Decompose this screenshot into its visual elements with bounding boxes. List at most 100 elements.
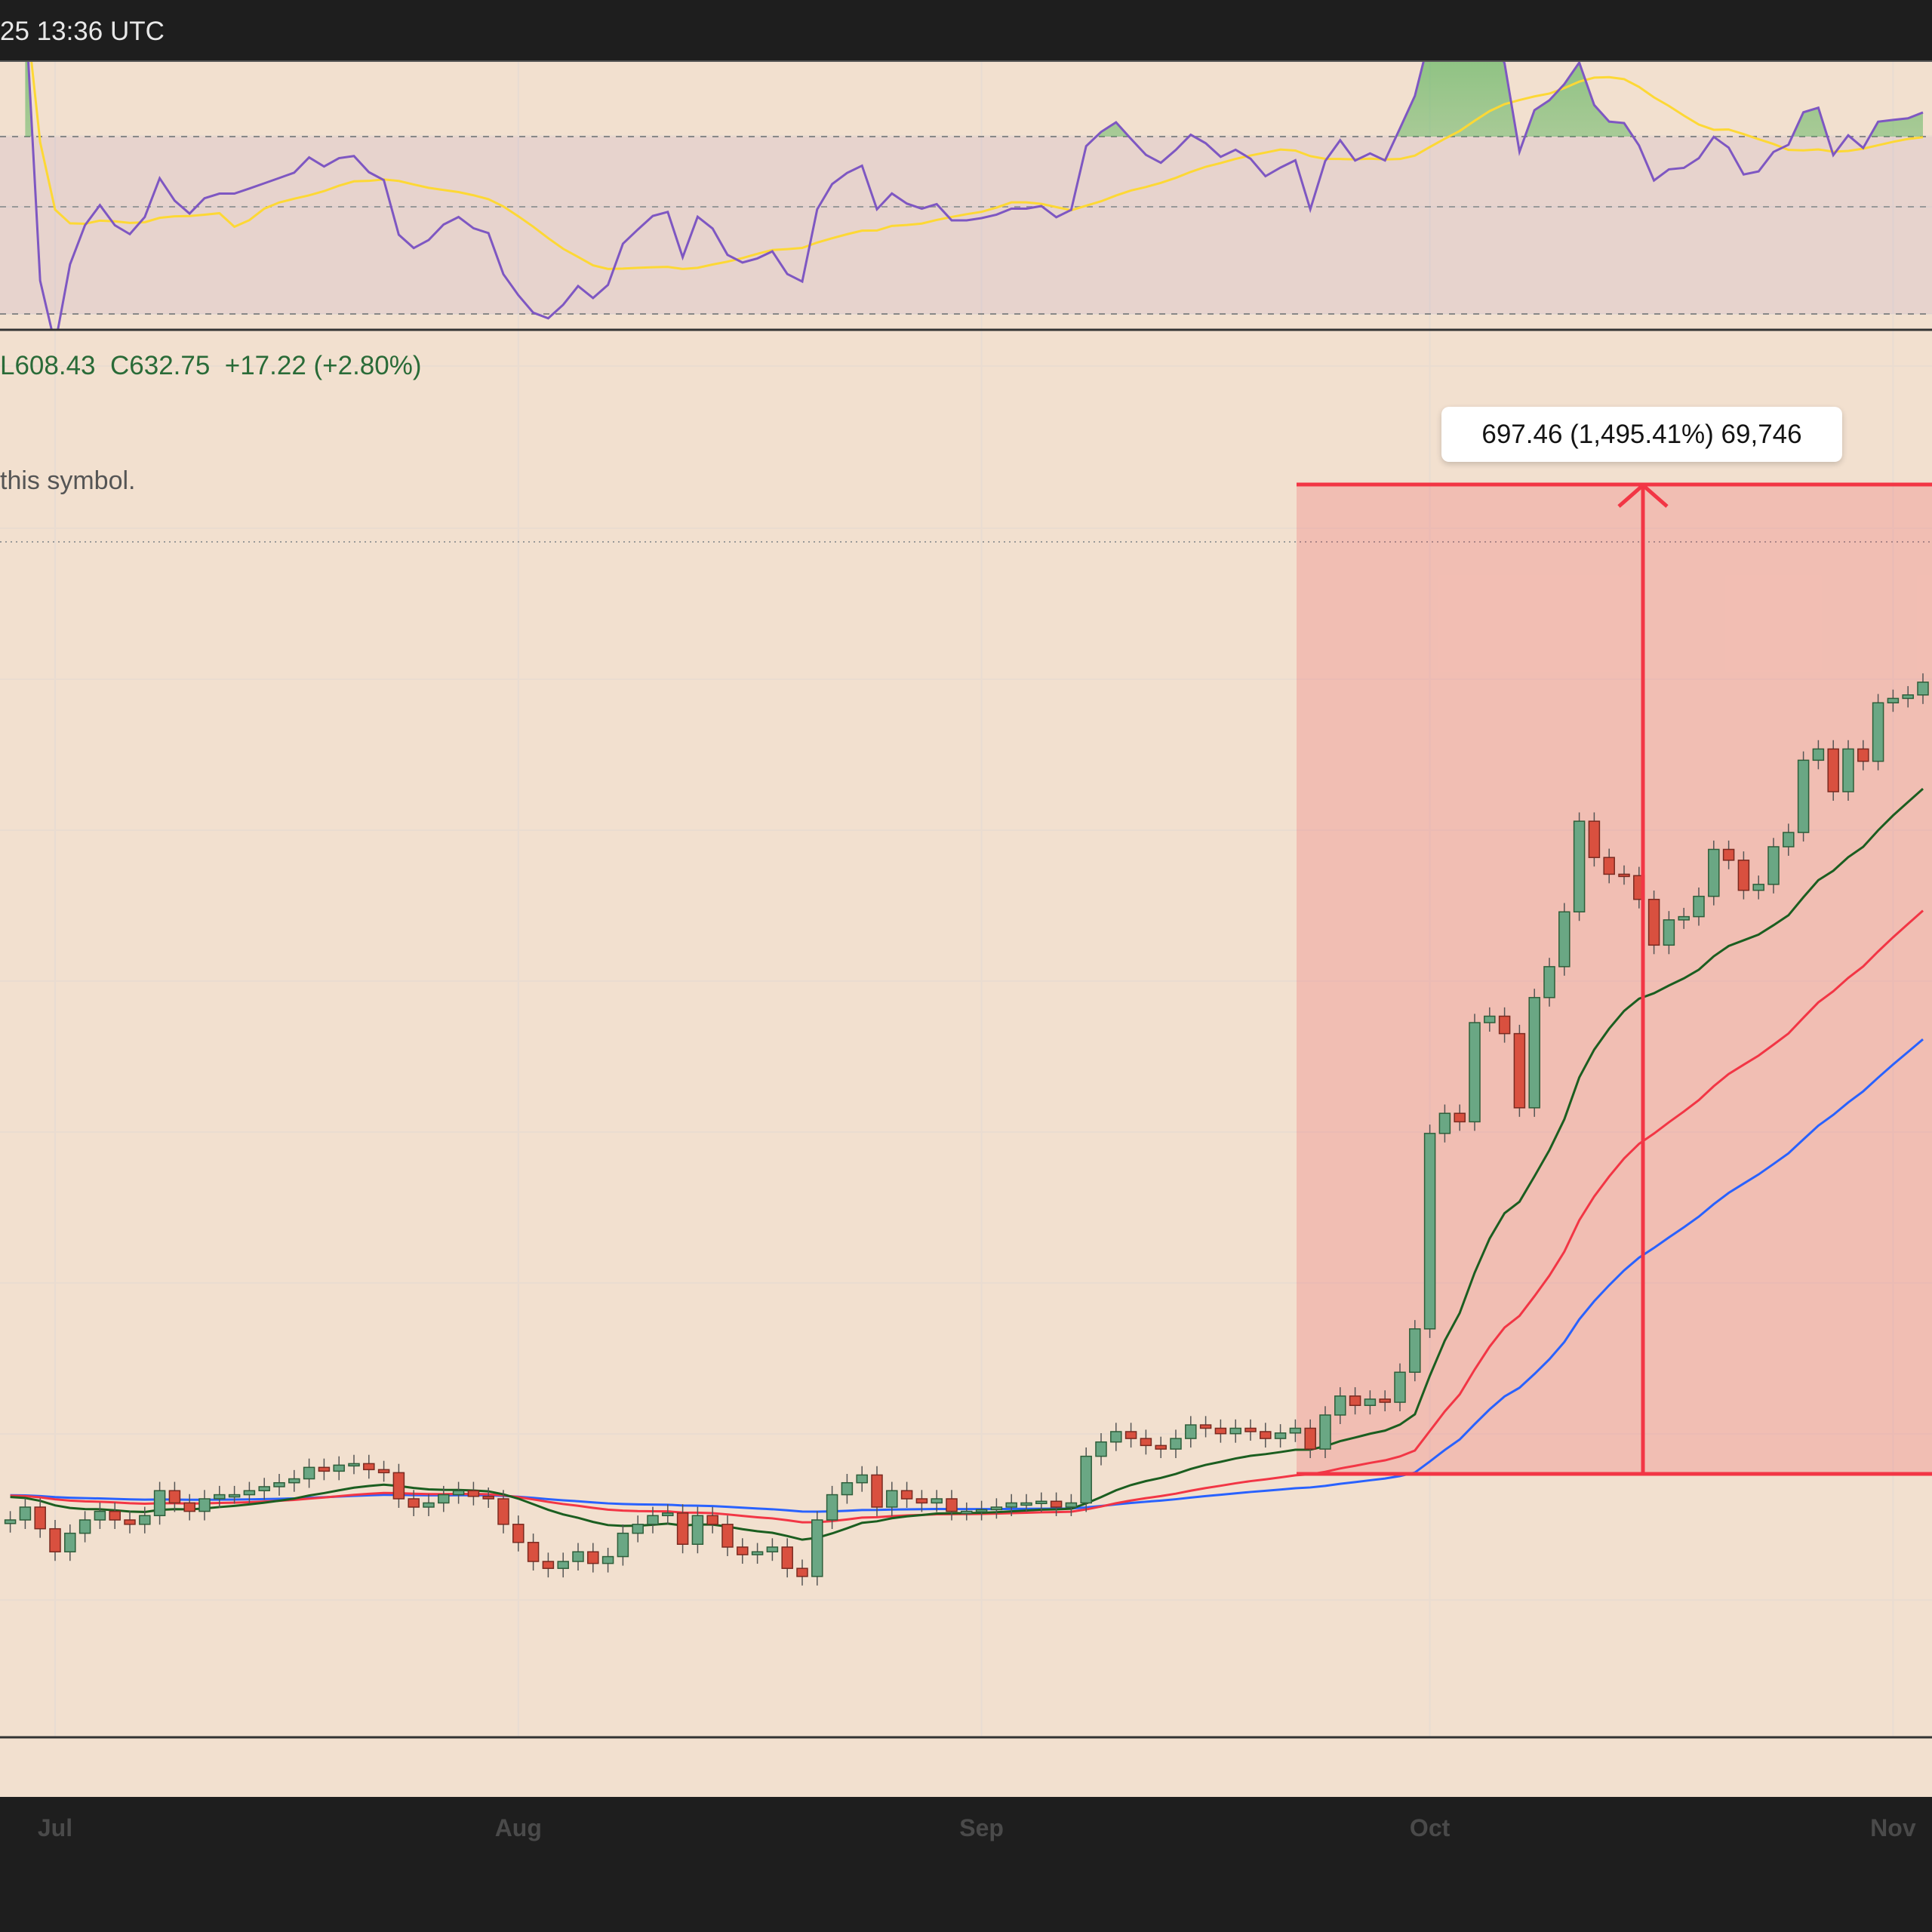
candle <box>1827 740 1839 801</box>
candle <box>766 1538 779 1561</box>
candle <box>124 1511 136 1534</box>
candle-up <box>826 1494 838 1521</box>
candle <box>1364 1390 1377 1415</box>
candle <box>1603 848 1615 884</box>
candle <box>811 1511 823 1586</box>
candle-down <box>1140 1438 1152 1447</box>
candle-down <box>1349 1395 1361 1406</box>
candle-up <box>1887 697 1900 704</box>
candle <box>1588 812 1601 867</box>
candle-down <box>377 1469 390 1474</box>
candle <box>1737 851 1750 900</box>
top-bar: 25 13:36 UTC <box>0 0 1932 62</box>
candle <box>871 1466 883 1516</box>
candle <box>258 1478 270 1500</box>
candle-down <box>392 1472 405 1500</box>
candle-up <box>975 1509 988 1513</box>
x-tick-label: Aug <box>494 1814 542 1841</box>
rsi-band <box>0 137 1932 314</box>
candle-up <box>557 1561 569 1569</box>
rsi-overbought-fill <box>25 62 1923 137</box>
candle-down <box>318 1466 331 1472</box>
candle-down <box>1124 1431 1137 1439</box>
candle-up <box>348 1463 360 1467</box>
candle-up <box>452 1490 465 1496</box>
candle-up <box>662 1512 674 1517</box>
candle <box>78 1511 91 1543</box>
candle-up <box>303 1466 315 1480</box>
candle <box>452 1481 465 1504</box>
candle-up <box>1469 1022 1481 1123</box>
candle-down <box>1857 748 1869 762</box>
candle <box>900 1481 913 1508</box>
candle-down <box>1454 1112 1466 1123</box>
candle-down <box>871 1474 883 1508</box>
candle-up <box>841 1481 854 1496</box>
candle <box>1484 1007 1496 1032</box>
rsi-pane <box>25 62 1924 330</box>
candle-up <box>1185 1424 1197 1439</box>
candle-up <box>647 1515 659 1525</box>
candle-up <box>333 1464 345 1472</box>
candle-up <box>856 1474 868 1484</box>
candle-up <box>1229 1427 1241 1435</box>
candle <box>1260 1423 1272 1448</box>
candle <box>19 1498 32 1529</box>
candle-up <box>1170 1438 1182 1450</box>
candle <box>1394 1363 1406 1412</box>
candle-up <box>1289 1427 1302 1434</box>
candle-down <box>1513 1032 1526 1109</box>
candle-up <box>214 1494 226 1500</box>
candle-down <box>796 1567 808 1577</box>
chart-area[interactable]: Jul Aug Sep Oct Nov <box>0 62 1932 1841</box>
candle <box>691 1506 704 1554</box>
candle-up <box>258 1486 270 1491</box>
candle-down <box>1722 848 1735 861</box>
candle-up <box>811 1519 823 1577</box>
candle-up <box>1812 748 1825 761</box>
candle-up <box>617 1532 629 1558</box>
candle <box>1140 1429 1152 1455</box>
candle <box>1124 1423 1137 1448</box>
candle-up <box>961 1510 973 1515</box>
candle <box>1783 823 1795 856</box>
candle <box>1304 1419 1316 1459</box>
candle-up <box>288 1478 300 1484</box>
candle <box>49 1519 61 1561</box>
measure-tooltip: 697.46 (1,495.41%) 69,746 <box>1441 407 1842 462</box>
candle-up <box>139 1515 151 1525</box>
measure-box[interactable] <box>1297 485 1932 1474</box>
candle <box>915 1490 928 1512</box>
candle <box>4 1511 17 1533</box>
candle-up <box>1678 915 1690 921</box>
candle-down <box>900 1490 913 1500</box>
candle <box>527 1534 540 1571</box>
candle-up <box>1558 911 1571 968</box>
x-tick-label: Jul <box>37 1814 73 1841</box>
candle <box>94 1502 106 1529</box>
candle-up <box>1842 748 1854 792</box>
candle <box>796 1559 808 1586</box>
candle <box>497 1490 509 1534</box>
candle-down <box>1155 1444 1167 1450</box>
candle <box>288 1469 300 1492</box>
candle <box>1454 1104 1466 1131</box>
rsi-line <box>27 62 1924 330</box>
candle-down <box>1244 1427 1257 1432</box>
candle-up <box>1274 1432 1287 1439</box>
candle <box>1349 1387 1361 1415</box>
candle-down <box>1379 1398 1391 1403</box>
candle-up <box>931 1498 943 1504</box>
candle <box>1498 1007 1511 1043</box>
candle-down <box>1260 1431 1272 1439</box>
candle <box>1065 1494 1078 1516</box>
candle-down <box>676 1512 689 1545</box>
candle <box>706 1506 718 1534</box>
candle <box>737 1538 749 1564</box>
candle <box>1558 903 1571 976</box>
chart-canvas[interactable] <box>0 62 1932 1797</box>
candle-up <box>1783 832 1795 848</box>
candle-up <box>19 1506 32 1521</box>
candle-up <box>1423 1133 1436 1330</box>
candle-up <box>198 1498 211 1512</box>
